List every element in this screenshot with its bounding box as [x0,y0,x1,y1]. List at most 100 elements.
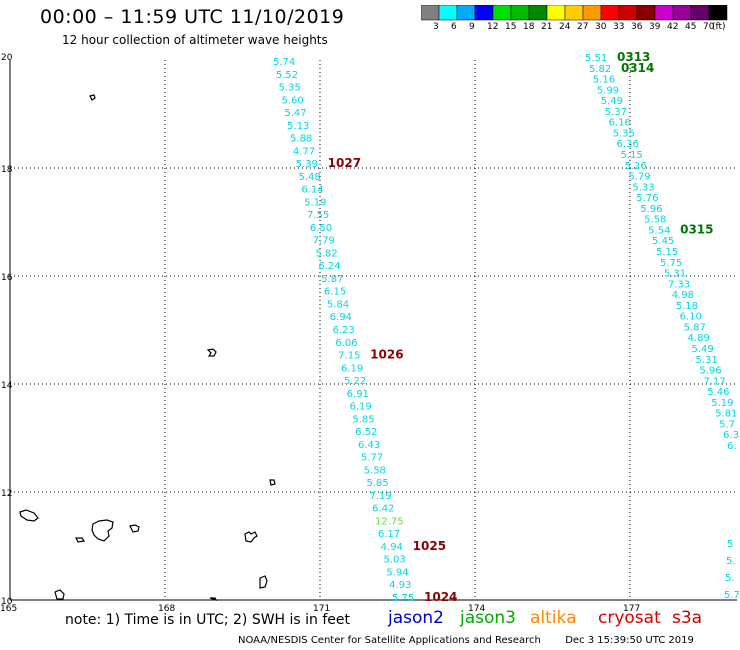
color-scale-label: 24 [559,22,571,32]
wave-height-value: 5.74 [273,57,295,68]
lon-tick-label: 174 [468,604,485,614]
wave-height-value: 5.46 [707,387,729,398]
color-scale-label: 12 [487,22,499,32]
lon-tick-label: 177 [623,604,640,614]
lat-tick-label: 16 [1,273,13,283]
wave-height-value: 5.37 [605,107,627,118]
wave-height-value: 5.52 [276,70,298,81]
island-outline [91,519,114,542]
island-outline [206,348,217,357]
wave-height-value: 5.33 [632,182,654,193]
wave-height-value: 5.60 [282,95,304,106]
timestamp-text: Dec 3 15:39:50 UTC 2019 [565,635,694,646]
color-scale-bar [421,5,728,21]
wave-height-value: 5.26 [624,161,646,172]
wave-height-value: 6.3 [723,430,739,441]
wave-height-value: 5.7 [719,419,735,430]
pass-time-label: 0314 [621,61,654,75]
wave-height-value: 5.19 [304,197,326,208]
map-subtitle: 12 hour collection of altimeter wave hei… [62,33,328,47]
lon-tick-label: 171 [313,604,330,614]
color-scale-label: 3 [433,22,439,32]
wave-height-value: 6.10 [680,312,702,323]
color-scale-label: 33 [613,22,625,32]
wave-height-value: 5.58 [644,215,666,226]
wave-height-value: 6.24 [318,261,340,272]
island-outline [54,589,65,600]
wave-height-value: 6.23 [333,325,355,336]
wave-height-value: 5.75 [392,593,414,604]
wave-height-value: 5.48 [299,172,321,183]
wave-height-value: 6.94 [330,312,352,323]
wave-height-value: 5.87 [321,274,343,285]
wave-height-value: 5.58 [364,465,386,476]
wave-height-value: 5.22 [344,376,366,387]
wave-height-value: 5.54 [648,225,670,236]
satellite-s3a-label: s3a [672,608,703,628]
wave-height-value: 6.14 [301,185,323,196]
wave-height-value: 6.16 [609,118,631,129]
color-scale-unit: (ft) [712,22,726,32]
wave-height-value: 7.55 [307,210,329,221]
island-outline [129,524,140,533]
lat-tick-label: 18 [1,165,13,175]
wave-height-value: 6.43 [358,440,380,451]
color-scale-label: 45 [685,22,697,32]
island-outline [19,509,39,522]
color-scale-label: 70 [703,22,715,32]
satellite-tracks: 5.745.525.355.605.475.135.884.775.395.48… [273,50,740,604]
wave-height-value: 6.17 [378,529,400,540]
satellite-jason2-label: jason2 [388,608,444,628]
color-scale-label: 30 [595,22,607,32]
map-title: 00:00 – 11:59 UTC 11/10/2019 [40,6,345,28]
wave-height-value: 4.94 [381,542,403,553]
wave-height-value: 5.96 [699,366,721,377]
wave-height-value: 5.79 [628,172,650,183]
wave-height-value: 5.51 [585,53,607,64]
wave-height-value: 6.36 [617,139,639,150]
lon-tick-label: 168 [158,604,175,614]
wave-height-value: 5.76 [636,193,658,204]
wave-height-value: 5.82 [589,64,611,75]
color-scale-label: 21 [541,22,553,32]
lat-tick-label: 20 [1,53,13,63]
legend-note: note: 1) Time is in UTC; 2) SWH is in fe… [65,612,351,628]
wave-height-value: 6.19 [341,363,363,374]
pass-time-label: 1027 [328,156,361,170]
wave-height-value: 6.06 [335,338,357,349]
credit-text: NOAA/NESDIS Center for Satellite Applica… [238,635,541,646]
color-scale-label: 42 [667,22,679,32]
wave-height-value: 5.84 [327,299,349,310]
wave-height-value: 5.81 [715,409,737,420]
pass-time-label: 1026 [370,348,403,362]
color-scale-label: 18 [523,22,535,32]
wave-height-value: 5 [727,539,733,550]
lat-tick-label: 10 [1,597,13,607]
pass-time-label: 0315 [680,222,713,236]
wave-height-value: 5.47 [284,108,306,119]
island-outline [89,94,96,101]
pass-time-label: 0313 [617,50,650,64]
island-outline [269,479,276,486]
wave-height-value: 7.79 [313,236,335,247]
wave-height-value: 5.96 [640,204,662,215]
color-scale-label: 36 [631,22,643,32]
color-scale-label: 27 [577,22,589,32]
wave-height-value: 7.33 [668,279,690,290]
island-outline [209,597,218,602]
wave-height-value: 5.49 [601,96,623,107]
wave-height-value: 4.77 [293,146,315,157]
wave-height-value: 5.35 [279,83,301,94]
satellite-jason3-label: jason3 [460,608,516,628]
wave-height-value: 6.50 [310,223,332,234]
wave-height-value: 7.15 [338,351,360,362]
wave-height-value: 6.42 [372,504,394,515]
wave-height-value: 5.94 [386,567,408,578]
wave-height-value: 6.91 [347,389,369,400]
wave-height-value: 5.18 [676,301,698,312]
wave-height-value: 7.17 [703,376,725,387]
color-scale-label: 9 [469,22,475,32]
wave-height-value: 5.03 [384,555,406,566]
wave-height-value: 6. [727,441,737,452]
pass-time-label: 1024 [424,590,457,604]
